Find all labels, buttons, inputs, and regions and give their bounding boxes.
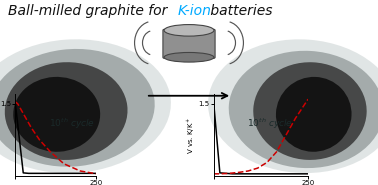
FancyBboxPatch shape xyxy=(163,29,215,58)
Ellipse shape xyxy=(0,49,155,167)
Ellipse shape xyxy=(0,39,171,173)
Ellipse shape xyxy=(229,51,378,168)
Text: K-ion: K-ion xyxy=(178,4,212,18)
Text: batteries: batteries xyxy=(206,4,273,18)
Y-axis label: V vs. K/K$^+$: V vs. K/K$^+$ xyxy=(186,116,197,154)
Text: $10^{th}$ cycle: $10^{th}$ cycle xyxy=(246,117,293,131)
Ellipse shape xyxy=(5,62,127,160)
Ellipse shape xyxy=(276,77,352,152)
Ellipse shape xyxy=(164,53,214,62)
Ellipse shape xyxy=(13,77,100,152)
Ellipse shape xyxy=(208,39,378,173)
Text: $10^{th}$ cycle: $10^{th}$ cycle xyxy=(49,117,95,131)
Ellipse shape xyxy=(164,25,214,36)
Text: Ball-milled graphite for: Ball-milled graphite for xyxy=(8,4,171,18)
Ellipse shape xyxy=(253,62,367,160)
